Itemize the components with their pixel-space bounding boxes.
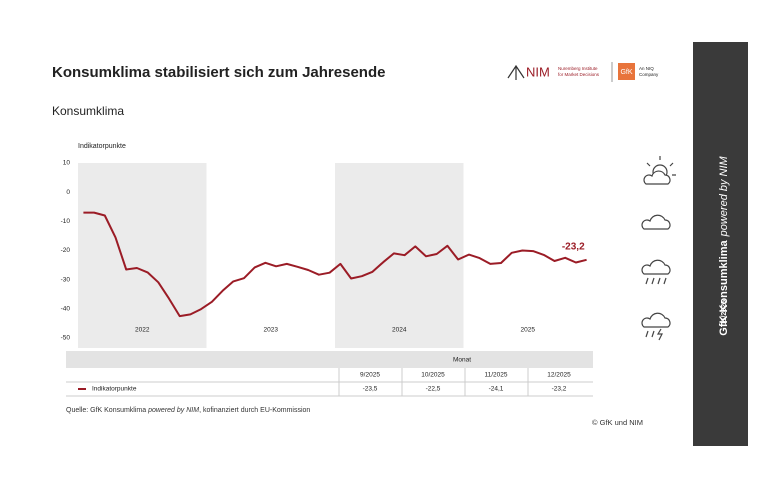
logo-nim-sub: for Market Decisions: [558, 72, 600, 77]
x-tick-label: 2022: [135, 327, 150, 334]
table-cell: -23,2: [552, 386, 567, 393]
year-band: [78, 163, 207, 348]
table: Monat 9/2025 -23,5 10/2025 -22,5 11/2025 -24,1…: [66, 351, 593, 397]
logo-nim-sub: Nuremberg Institute: [558, 66, 598, 71]
table-column-header: 12/2025: [547, 372, 571, 379]
y-tick-label: -50: [61, 335, 71, 342]
logo-gfk: GfK: [620, 69, 632, 76]
logo-nim: NIM: [526, 64, 550, 79]
y-tick-label: 0: [66, 189, 70, 196]
y-tick-label: -20: [61, 247, 71, 254]
table-cell: -22,5: [426, 386, 441, 393]
sidebar: [693, 42, 748, 446]
source-text: powered by NIM: [148, 407, 200, 414]
sidebar-title-italic: powered by NIM: [718, 155, 730, 237]
line: [83, 211, 587, 318]
y-tick-label: -40: [61, 306, 71, 313]
table-group-header: Monat: [453, 357, 471, 364]
table-cell: -23,5: [363, 386, 378, 393]
y-axis-label: Indikatorpunkte: [78, 143, 126, 150]
source-text: , kofinanziert durch EU-Kommission: [199, 407, 311, 414]
table-column-header: 11/2025: [484, 372, 507, 379]
chart-title: Konsumklima: [52, 104, 124, 118]
x-tick-label: 2024: [392, 327, 407, 334]
y-tick-label: -10: [61, 218, 71, 225]
table-header-bg: [66, 351, 593, 368]
copyright: © GfK und NIM: [592, 418, 643, 427]
x-tick-label: 2025: [521, 327, 536, 334]
source: Quelle: GfK Konsumklima powered by NIM, …: [66, 407, 310, 414]
logo-gfk-sub: An NIQ: [639, 66, 654, 71]
sidebar-title: GfK Konsumklima powered by NIM: [718, 155, 730, 335]
sidebar-title-bold: GfK Konsumklima: [718, 239, 730, 335]
legend-label: Indikatorpunkte: [92, 386, 137, 393]
plot: 2022 2023 2024 2025 10 0 -10 -20 -30 -40 -50 -23,2: [61, 160, 587, 348]
table-column-header: 10/2025: [421, 372, 445, 379]
logo-gfk-sub: Company: [639, 72, 659, 77]
y-tick-label: 10: [63, 160, 71, 167]
x-tick-label: 2023: [264, 327, 279, 334]
table-cell: -24,1: [489, 386, 504, 393]
logo: NIM Nuremberg Institute for Market Decis…: [507, 62, 659, 82]
source-text: Quelle: GfK Konsumklima: [66, 407, 149, 414]
sidebar-date: 11/2025: [721, 300, 728, 325]
title: Konsumklima stabilisiert sich zum Jahres…: [52, 64, 385, 81]
y-tick-label: -30: [61, 276, 71, 283]
data-label: -23,2: [562, 241, 585, 252]
weather-icons: [641, 156, 676, 341]
table-column-header: 9/2025: [360, 372, 380, 379]
year-band: [335, 163, 464, 348]
